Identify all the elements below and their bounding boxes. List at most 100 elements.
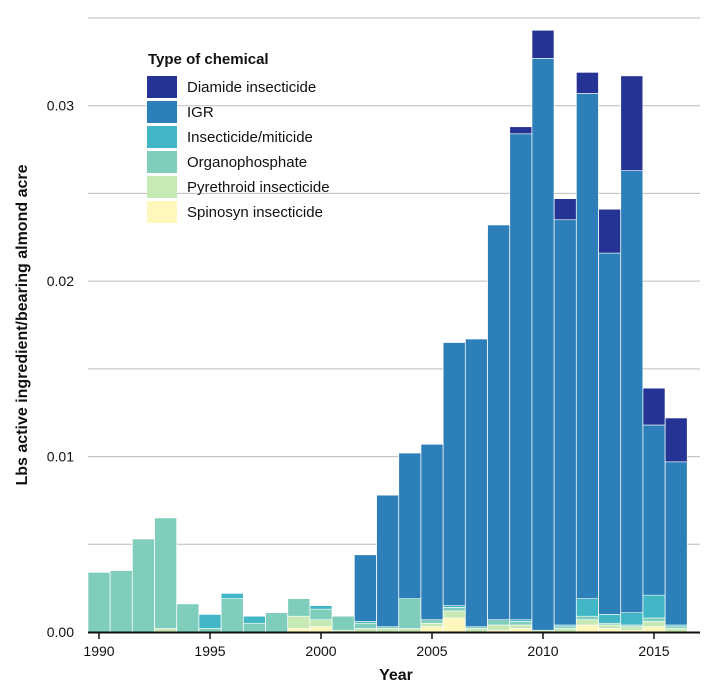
legend-swatch bbox=[147, 101, 177, 123]
bar-segment-igr-2013 bbox=[598, 252, 621, 615]
bar-segment-pyrethroid-insecticide-2003 bbox=[376, 628, 399, 633]
bar-segment-spinosyn-insecticide-2012 bbox=[576, 624, 599, 633]
bar-segment-organophosphate-2004 bbox=[398, 598, 422, 629]
bar-segment-organophosphate-2006 bbox=[442, 607, 466, 612]
bar-segment-igr-2006 bbox=[442, 342, 466, 606]
legend: Type of chemical Diamide insecticide IGR I… bbox=[147, 51, 330, 223]
bar-segment-diamide-insecticide-2011 bbox=[553, 198, 577, 221]
bar-segment-igr-2010 bbox=[531, 58, 555, 631]
y-tick-label: 0.02 bbox=[47, 273, 74, 289]
x-tick-label: 1995 bbox=[194, 643, 225, 659]
bar-segment-pyrethroid-insecticide-2013 bbox=[598, 624, 621, 629]
y-tick-label: 0.03 bbox=[47, 98, 74, 114]
x-tick-label: 2010 bbox=[527, 643, 558, 659]
bar-segment-igr-2012 bbox=[576, 93, 599, 599]
bar-segment-diamide-insecticide-2014 bbox=[620, 75, 644, 171]
bar-segment-pyrethroid-insecticide-2004 bbox=[398, 628, 422, 633]
bar-segment-igr-2008 bbox=[487, 224, 510, 621]
y-tick-label: 0.01 bbox=[47, 449, 74, 465]
bar-segment-organophosphate-1995 bbox=[198, 628, 222, 633]
bar-segment-organophosphate-1996 bbox=[220, 598, 244, 633]
bar-segment-insecticide-miticide-1997 bbox=[243, 615, 266, 624]
bar-segment-spinosyn-insecticide-2000 bbox=[309, 626, 333, 633]
bar-segment-igr-2014 bbox=[620, 170, 644, 614]
bar-segment-diamide-insecticide-2016 bbox=[664, 417, 688, 463]
y-axis-ticks: 0.00 0.01 0.02 0.03 bbox=[47, 98, 74, 640]
bar-segment-igr-2003 bbox=[376, 494, 399, 628]
bar-segment-igr-2011 bbox=[553, 219, 577, 626]
bar-segment-spinosyn-insecticide-2005 bbox=[420, 626, 444, 633]
grid-lines bbox=[88, 17, 700, 545]
bar-segment-organophosphate-2005 bbox=[420, 619, 444, 624]
y-tick-label: 0.00 bbox=[47, 624, 74, 640]
legend-label: Pyrethroid insecticide bbox=[187, 179, 330, 196]
bar-segment-diamide-insecticide-2009 bbox=[509, 126, 533, 135]
bar-segment-diamide-insecticide-2013 bbox=[598, 208, 621, 254]
bar-segment-pyrethroid-insecticide-2015 bbox=[642, 621, 666, 628]
bar-segment-insecticide-miticide-1996 bbox=[220, 593, 244, 599]
bar-segment-igr-2002 bbox=[354, 554, 377, 622]
bar-segment-spinosyn-insecticide-2015 bbox=[642, 626, 666, 633]
legend-swatch bbox=[147, 126, 177, 148]
bar-segment-organophosphate-2002 bbox=[354, 622, 377, 629]
x-axis-ticks: 1990 1995 2000 2005 2010 2015 bbox=[83, 633, 670, 659]
legend-swatch bbox=[147, 201, 177, 223]
bar-segment-igr-2016 bbox=[664, 461, 688, 626]
bar-segment-organophosphate-1990 bbox=[87, 572, 111, 633]
y-axis-title: Lbs active ingredient/bearing almond acr… bbox=[14, 164, 31, 485]
bar-segment-pyrethroid-insecticide-1999 bbox=[287, 615, 311, 629]
bar-segment-insecticide-miticide-1995 bbox=[198, 614, 222, 629]
bar-segment-pyrethroid-insecticide-2011 bbox=[553, 628, 577, 633]
x-tick-label: 2015 bbox=[638, 643, 669, 659]
bar-segment-organophosphate-1994 bbox=[176, 603, 200, 633]
bar-segment-pyrethroid-insecticide-2002 bbox=[354, 628, 377, 633]
bar-segment-pyrethroid-insecticide-1993 bbox=[154, 628, 177, 633]
bar-segment-pyrethroid-insecticide-2009 bbox=[509, 624, 533, 629]
bar-segment-organophosphate-1991 bbox=[109, 570, 133, 633]
bar-segment-organophosphate-1999 bbox=[287, 598, 311, 617]
bar-segment-organophosphate-2009 bbox=[509, 621, 533, 626]
bar-segment-pyrethroid-insecticide-2016 bbox=[664, 628, 688, 633]
bar-segment-spinosyn-insecticide-2013 bbox=[598, 628, 621, 633]
legend-swatch bbox=[147, 151, 177, 173]
bar-segment-organophosphate-2001 bbox=[331, 615, 355, 631]
bar-segment-spinosyn-insecticide-2009 bbox=[509, 628, 533, 633]
bar-segment-diamide-insecticide-2010 bbox=[531, 29, 555, 59]
bars bbox=[87, 29, 688, 633]
legend-title: Type of chemical bbox=[148, 51, 269, 68]
bar-segment-organophosphate-2012 bbox=[576, 615, 599, 621]
bar-segment-spinosyn-insecticide-2006 bbox=[442, 617, 466, 633]
bar-segment-organophosphate-2015 bbox=[642, 617, 666, 622]
bar-segment-organophosphate-1993 bbox=[154, 517, 177, 629]
legend-label: Diamide insecticide bbox=[187, 79, 316, 96]
bar-segment-pyrethroid-insecticide-2012 bbox=[576, 619, 599, 626]
bar-segment-organophosphate-1998 bbox=[265, 612, 288, 633]
bar-segment-insecticide-miticide-2012 bbox=[576, 598, 599, 617]
bar-segment-igr-2015 bbox=[642, 424, 666, 596]
legend-label: Insecticide/miticide bbox=[187, 129, 313, 146]
bar-segment-organophosphate-2008 bbox=[487, 619, 510, 626]
bar-segment-pyrethroid-insecticide-2005 bbox=[420, 622, 444, 628]
bar-segment-igr-2009 bbox=[509, 133, 533, 621]
x-tick-label: 1990 bbox=[83, 643, 114, 659]
bar-segment-igr-2007 bbox=[465, 338, 488, 628]
bar-segment-organophosphate-1992 bbox=[132, 538, 155, 633]
bar-segment-spinosyn-insecticide-1999 bbox=[287, 628, 311, 633]
bar-segment-insecticide-miticide-2000 bbox=[309, 605, 333, 610]
legend-swatch bbox=[147, 76, 177, 98]
x-tick-label: 2000 bbox=[305, 643, 336, 659]
bar-segment-igr-2004 bbox=[398, 452, 422, 599]
x-tick-label: 2005 bbox=[416, 643, 447, 659]
bar-segment-insecticide-miticide-2013 bbox=[598, 614, 621, 624]
bar-segment-insecticide-miticide-2015 bbox=[642, 594, 666, 619]
bar-segment-insecticide-miticide-2014 bbox=[620, 612, 644, 626]
x-axis-title: Year bbox=[379, 667, 413, 684]
bar-segment-diamide-insecticide-2012 bbox=[576, 72, 599, 94]
bar-segment-diamide-insecticide-2015 bbox=[642, 387, 666, 426]
bar-segment-pyrethroid-insecticide-2000 bbox=[309, 619, 333, 628]
legend-label: Spinosyn insecticide bbox=[187, 204, 323, 221]
bar-segment-pyrethroid-insecticide-2006 bbox=[442, 610, 466, 619]
legend-label: IGR bbox=[187, 104, 214, 121]
legend-swatch bbox=[147, 176, 177, 198]
